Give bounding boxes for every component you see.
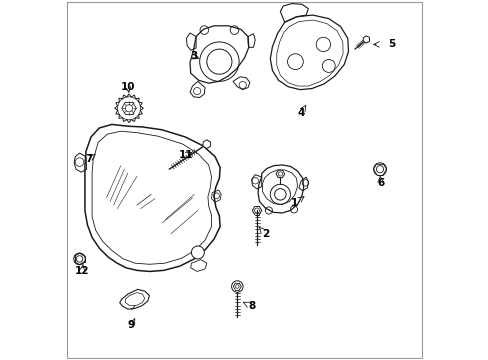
Text: 6: 6 xyxy=(376,178,384,188)
Polygon shape xyxy=(203,140,210,148)
Polygon shape xyxy=(115,94,143,123)
Text: 12: 12 xyxy=(75,266,89,276)
Text: 3: 3 xyxy=(189,51,197,61)
Text: 10: 10 xyxy=(121,82,135,92)
Circle shape xyxy=(287,54,303,69)
Text: 11: 11 xyxy=(179,150,193,160)
Text: 4: 4 xyxy=(297,108,304,118)
Circle shape xyxy=(74,253,85,265)
Circle shape xyxy=(322,59,335,72)
Text: 7: 7 xyxy=(84,154,92,164)
Circle shape xyxy=(231,281,243,292)
Text: 8: 8 xyxy=(247,301,255,311)
Text: 5: 5 xyxy=(388,40,395,49)
Polygon shape xyxy=(363,36,369,43)
Polygon shape xyxy=(276,170,284,177)
Text: 2: 2 xyxy=(261,229,268,239)
Circle shape xyxy=(316,37,330,51)
Text: 9: 9 xyxy=(128,320,135,330)
Circle shape xyxy=(191,246,204,259)
Text: 1: 1 xyxy=(290,198,298,208)
